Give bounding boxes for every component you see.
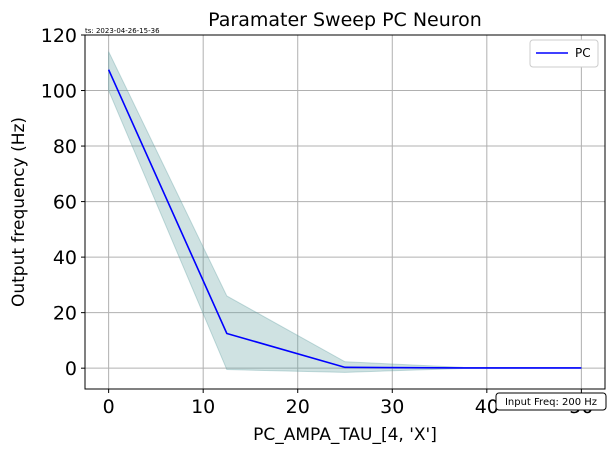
band-layer [108, 51, 582, 373]
series-line-pc [107, 69, 582, 369]
plot-frame [84, 34, 606, 390]
y-tick-label: 60 [53, 192, 77, 214]
y-tick-label: 40 [53, 247, 77, 269]
series-band-pc [108, 51, 582, 373]
x-tick-label: 0 [103, 396, 115, 418]
annotation-text: Input Freq: 200 Hz [505, 397, 597, 408]
y-tick-label: 80 [53, 136, 77, 158]
y-ticks: 0 20 40 60 80 100 120 [41, 25, 85, 380]
y-tick-label: 120 [41, 25, 77, 47]
y-tick-label: 0 [65, 358, 77, 380]
y-tick-label: 100 [41, 81, 77, 103]
x-tick-label: 20 [286, 396, 310, 418]
x-tick-label: 30 [380, 396, 404, 418]
series-layer [107, 69, 582, 369]
chart-title: Paramater Sweep PC Neuron [208, 9, 482, 31]
annotation-frame [495, 392, 607, 411]
x-tick-label: 40 [475, 396, 499, 418]
legend: PC [529, 39, 599, 68]
y-tick-label: 20 [53, 303, 77, 325]
annotation-box: Input Freq: 200 Hz [495, 392, 607, 411]
y-axis-label: Output frequency (Hz) [9, 117, 29, 307]
x-tick-label: 10 [191, 396, 215, 418]
x-axis-label: PC_AMPA_TAU_[4, 'X'] [253, 425, 437, 445]
legend-label: PC [575, 46, 591, 60]
timestamp-label: ts: 2023-04-26-15-36 [85, 27, 160, 35]
